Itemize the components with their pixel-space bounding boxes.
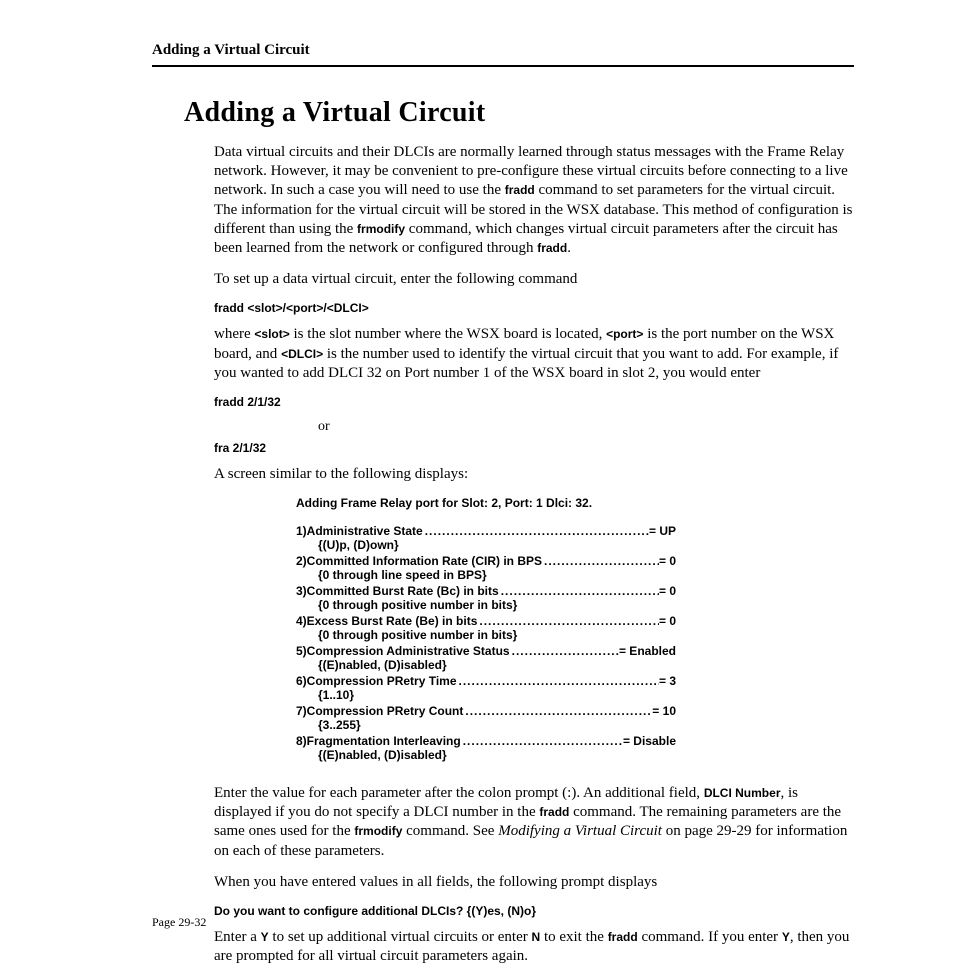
param-value: = 0: [659, 554, 676, 568]
param-value: = UP: [649, 524, 676, 538]
text: command. See: [402, 823, 498, 839]
n-key: N: [532, 930, 541, 944]
syntax-explanation: where <slot> is the slot number where th…: [214, 325, 854, 383]
body-block: Data virtual circuits and their DLCIs ar…: [214, 143, 854, 966]
text: Enter the value for each parameter after…: [214, 785, 704, 801]
param-value: = 10: [652, 704, 676, 718]
text: command. If you enter: [638, 929, 782, 945]
slot-token: <slot>: [254, 327, 289, 341]
leader-dots: ........................................…: [477, 614, 659, 628]
text: .: [567, 240, 571, 256]
intro-paragraph: Data virtual circuits and their DLCIs ar…: [214, 143, 854, 258]
cmd-fradd: fradd: [608, 930, 638, 944]
screen-intro: A screen similar to the following displa…: [214, 465, 854, 484]
y-key: Y: [782, 930, 790, 944]
leader-dots: ........................................…: [542, 554, 659, 568]
cmd-fradd: fradd: [537, 241, 567, 255]
y-key: Y: [261, 930, 269, 944]
command-example-1: fradd 2/1/32: [214, 395, 854, 409]
prompt-intro: When you have entered values in all fiel…: [214, 873, 854, 892]
leader-dots: ........................................…: [423, 524, 649, 538]
command-syntax: fradd <slot>/<port>/<DLCI>: [214, 301, 854, 315]
page-number: Page 29-32: [152, 915, 206, 930]
parameter-list: 1) Administrative State ................…: [296, 524, 676, 762]
param-hint: {1..10}: [318, 688, 676, 702]
param-hint: {(E)nabled, (D)isabled}: [318, 658, 676, 672]
param-row: 8) Fragmentation Interleaving ..........…: [296, 734, 676, 748]
prompt-text: Do you want to configure additional DLCI…: [214, 904, 854, 918]
param-hint: {0 through positive number in bits}: [318, 598, 676, 612]
param-value: = 0: [659, 584, 676, 598]
running-head: Adding a Virtual Circuit: [152, 42, 854, 67]
param-label: Administrative State: [307, 524, 423, 538]
param-hint: {3..255}: [318, 718, 676, 732]
param-label: Excess Burst Rate (Be) in bits: [307, 614, 478, 628]
cmd-fradd: fradd: [539, 805, 569, 819]
param-label: Fragmentation Interleaving: [307, 734, 461, 748]
setup-instruction: To set up a data virtual circuit, enter …: [214, 270, 854, 289]
param-value: = 3: [659, 674, 676, 688]
param-hint: {(E)nabled, (D)isabled}: [318, 748, 676, 762]
param-label: Compression Administrative Status: [307, 644, 510, 658]
param-row: 4) Excess Burst Rate (Be) in bits ......…: [296, 614, 676, 628]
cmd-fradd: fradd: [505, 183, 535, 197]
text: is the slot number where the WSX board i…: [290, 326, 606, 342]
param-number: 5): [296, 644, 307, 658]
port-token: <port>: [606, 327, 643, 341]
leader-dots: ........................................…: [461, 734, 623, 748]
param-instruction: Enter the value for each parameter after…: [214, 784, 854, 861]
screen-header: Adding Frame Relay port for Slot: 2, Por…: [296, 496, 854, 510]
param-hint: {0 through positive number in bits}: [318, 628, 676, 642]
param-row: 6) Compression PRetry Time .............…: [296, 674, 676, 688]
cmd-frmodify: frmodify: [357, 222, 405, 236]
param-number: 6): [296, 674, 307, 688]
page: Adding a Virtual Circuit Adding a Virtua…: [0, 0, 954, 954]
or-text: or: [318, 419, 854, 435]
cmd-frmodify: frmodify: [354, 824, 402, 838]
cross-reference: Modifying a Virtual Circuit: [498, 823, 662, 839]
param-hint: {0 through line speed in BPS}: [318, 568, 676, 582]
dlci-token: <DLCI>: [281, 347, 323, 361]
leader-dots: ........................................…: [510, 644, 619, 658]
param-label: Committed Burst Rate (Bc) in bits: [307, 584, 499, 598]
param-row: 5) Compression Administrative Status ...…: [296, 644, 676, 658]
command-example-2: fra 2/1/32: [214, 441, 854, 455]
param-number: 7): [296, 704, 307, 718]
param-row: 1) Administrative State ................…: [296, 524, 676, 538]
section-title: Adding a Virtual Circuit: [184, 97, 854, 129]
closing-paragraph: Enter a Y to set up additional virtual c…: [214, 928, 854, 966]
leader-dots: ........................................…: [499, 584, 659, 598]
param-row: 2) Committed Information Rate (CIR) in B…: [296, 554, 676, 568]
leader-dots: ........................................…: [457, 674, 659, 688]
text: Enter a: [214, 929, 261, 945]
text: to exit the: [540, 929, 608, 945]
param-number: 4): [296, 614, 307, 628]
param-row: 3) Committed Burst Rate (Bc) in bits ...…: [296, 584, 676, 598]
param-value: = Enabled: [619, 644, 676, 658]
param-number: 3): [296, 584, 307, 598]
param-label: Committed Information Rate (CIR) in BPS: [307, 554, 542, 568]
param-number: 2): [296, 554, 307, 568]
leader-dots: ........................................…: [463, 704, 652, 718]
param-value: = Disable: [623, 734, 676, 748]
param-value: = 0: [659, 614, 676, 628]
text: where: [214, 326, 254, 342]
param-number: 1): [296, 524, 307, 538]
text: to set up additional virtual circuits or…: [269, 929, 532, 945]
param-number: 8): [296, 734, 307, 748]
param-row: 7) Compression PRetry Count ............…: [296, 704, 676, 718]
param-label: Compression PRetry Time: [307, 674, 457, 688]
param-hint: {(U)p, (D)own}: [318, 538, 676, 552]
dlci-number-field: DLCI Number: [704, 786, 781, 800]
param-label: Compression PRetry Count: [307, 704, 464, 718]
